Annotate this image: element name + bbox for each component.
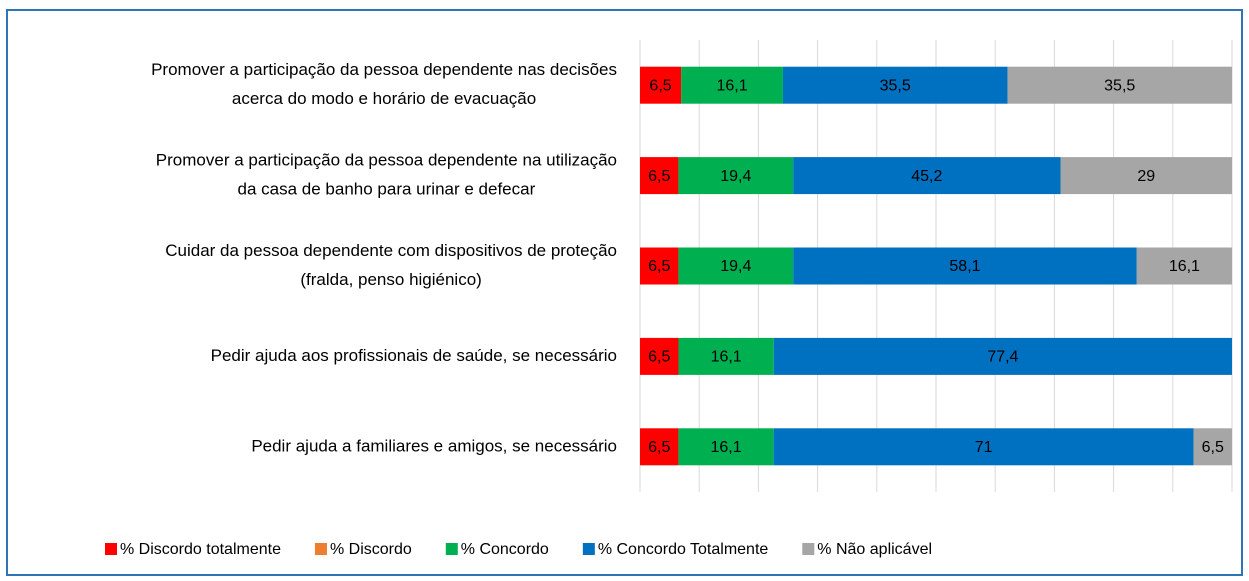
bar-segment: [640, 66, 682, 104]
bar-segment: [1060, 157, 1232, 195]
bar-segment: [640, 247, 679, 285]
bar-segment: [773, 428, 1194, 466]
data-label: 35,5: [880, 77, 911, 94]
bar-segment: [640, 428, 679, 466]
data-label: 6,5: [648, 258, 670, 275]
category-label: Pedir ajuda aos profissionais de saúde, …: [211, 346, 617, 365]
data-label: 16,1: [711, 349, 742, 366]
legend-swatch: [582, 543, 595, 555]
bar-segment: [1007, 66, 1232, 104]
data-label: 19,4: [720, 168, 751, 185]
bar-segment: [678, 428, 774, 466]
bar-segment: [640, 337, 679, 375]
category-label: da casa de banho para urinar e defecar: [238, 180, 536, 199]
data-label: 16,1: [1169, 258, 1200, 275]
legend-swatch: [802, 543, 815, 555]
category-label: Pedir ajuda a familiares e amigos, se ne…: [251, 436, 617, 455]
category-label: (fralda, penso higiénico): [300, 270, 481, 289]
data-label: 58,1: [949, 258, 980, 275]
bar-segment: [793, 157, 1061, 195]
data-label: 71: [975, 439, 993, 456]
data-label: 16,1: [716, 77, 747, 94]
chart-frame: [6, 9, 1243, 576]
data-label: 35,5: [1104, 77, 1135, 94]
data-label: 6,5: [648, 168, 670, 185]
data-label: 29: [1137, 168, 1155, 185]
bar-segment: [1193, 428, 1232, 466]
legend-swatch: [314, 543, 327, 555]
data-label: 19,4: [720, 258, 751, 275]
bar-segment: [678, 247, 794, 285]
bar-segment: [773, 337, 1232, 375]
data-label: 16,1: [710, 439, 741, 456]
data-label: 6,5: [648, 349, 670, 366]
bar-segment: [793, 247, 1137, 285]
legend-swatch: [105, 543, 117, 555]
bar-segment: [681, 66, 783, 104]
bar-segment: [1136, 247, 1232, 285]
category-label: Promover a participação da pessoa depend…: [151, 60, 617, 79]
category-label: acerca do modo e horário de evacuação: [232, 89, 536, 108]
bar-segment: [678, 337, 774, 375]
legend-label: % Concordo Totalmente: [598, 541, 769, 558]
legend-label: % Não aplicável: [817, 541, 932, 558]
legend-swatch: [445, 543, 458, 555]
bar-segment: [782, 66, 1008, 104]
data-label: 45,2: [911, 168, 942, 185]
legend-label: % Discordo totalmente: [120, 541, 281, 558]
data-label: 6,5: [649, 77, 671, 94]
data-label: 6,5: [1202, 439, 1224, 456]
legend-label: % Concordo: [461, 541, 549, 558]
bar-segment: [640, 157, 679, 195]
category-label: Cuidar da pessoa dependente com disposit…: [165, 241, 617, 260]
data-label: 6,5: [648, 439, 670, 456]
bar-segment: [678, 157, 794, 195]
data-label: 77,4: [987, 349, 1018, 366]
category-label: Promover a participação da pessoa depend…: [156, 151, 617, 170]
legend-label: % Discordo: [330, 541, 412, 558]
